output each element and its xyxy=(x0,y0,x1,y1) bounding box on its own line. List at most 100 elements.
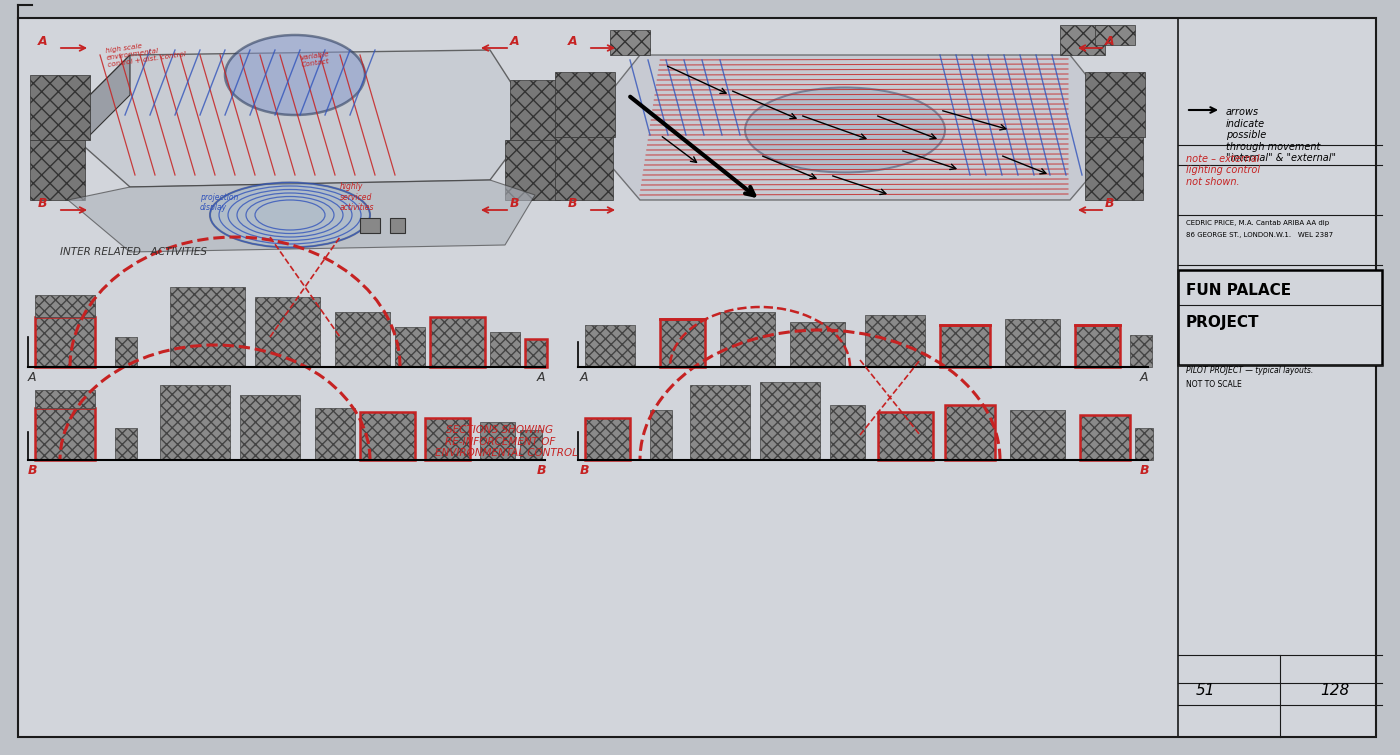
Bar xyxy=(490,332,519,367)
Bar xyxy=(1079,415,1130,460)
Text: A: A xyxy=(510,35,519,48)
Bar xyxy=(239,395,300,460)
Ellipse shape xyxy=(745,88,945,172)
Bar xyxy=(554,137,613,200)
Bar xyxy=(659,319,706,367)
Bar xyxy=(430,317,484,367)
Bar xyxy=(525,339,547,367)
Bar xyxy=(510,80,566,140)
Text: variable
Contact: variable Contact xyxy=(300,51,330,68)
Bar xyxy=(360,218,379,233)
Text: high scale
environmental
control + dist. control: high scale environmental control + dist.… xyxy=(105,37,186,68)
Polygon shape xyxy=(69,180,535,252)
Bar xyxy=(391,218,405,233)
Bar xyxy=(1005,319,1060,367)
Text: FUN PALACE: FUN PALACE xyxy=(1186,283,1291,298)
Bar xyxy=(585,418,630,460)
Text: 51: 51 xyxy=(1196,683,1215,698)
Text: B: B xyxy=(28,464,38,477)
Bar xyxy=(35,408,95,460)
Text: projection
display: projection display xyxy=(200,193,238,212)
Text: A: A xyxy=(1140,371,1148,384)
Bar xyxy=(426,418,470,460)
Bar xyxy=(29,140,85,200)
Bar xyxy=(865,315,925,367)
Bar xyxy=(255,297,321,367)
Bar xyxy=(1130,335,1152,367)
Polygon shape xyxy=(60,50,535,187)
Bar xyxy=(35,317,95,367)
Bar xyxy=(505,140,560,200)
Bar xyxy=(1095,25,1135,45)
Bar xyxy=(430,317,484,367)
Text: B: B xyxy=(1105,197,1114,210)
Bar xyxy=(945,405,995,460)
Bar xyxy=(35,408,95,460)
Text: arrows
indicate
possible
through movement
"internal" & "external": arrows indicate possible through movemen… xyxy=(1226,107,1336,163)
Polygon shape xyxy=(60,55,130,165)
Bar xyxy=(335,312,391,367)
Bar xyxy=(160,385,230,460)
Bar xyxy=(659,319,706,367)
Text: B: B xyxy=(1140,464,1149,477)
Text: A: A xyxy=(1105,35,1114,48)
Bar xyxy=(35,295,95,317)
Bar xyxy=(1085,72,1145,137)
Ellipse shape xyxy=(210,183,370,248)
Bar xyxy=(1135,428,1154,460)
Bar xyxy=(480,422,515,460)
Text: B: B xyxy=(38,197,48,210)
Text: A: A xyxy=(538,371,546,384)
Bar xyxy=(1075,325,1120,367)
Bar xyxy=(939,325,990,367)
Ellipse shape xyxy=(225,35,365,115)
Bar xyxy=(760,382,820,460)
Bar xyxy=(519,430,542,460)
Bar xyxy=(35,390,95,408)
Bar xyxy=(1075,325,1120,367)
Text: A: A xyxy=(28,371,36,384)
Bar xyxy=(1009,410,1065,460)
Bar xyxy=(35,317,95,367)
Bar xyxy=(878,412,932,460)
Text: NOT TO SCALE: NOT TO SCALE xyxy=(1186,380,1242,389)
Bar xyxy=(830,405,865,460)
Text: A: A xyxy=(38,35,48,48)
Bar xyxy=(315,408,356,460)
Text: A: A xyxy=(568,35,578,48)
Bar xyxy=(720,312,776,367)
Bar xyxy=(360,412,414,460)
Bar xyxy=(1060,25,1105,55)
Text: B: B xyxy=(568,197,577,210)
Text: highly
serviced
activities: highly serviced activities xyxy=(340,182,375,212)
Bar xyxy=(1085,137,1142,200)
Text: B: B xyxy=(538,464,546,477)
Bar xyxy=(426,418,470,460)
Bar xyxy=(525,339,547,367)
Text: B: B xyxy=(510,197,519,210)
Text: SECTIONS SHOWING
RE-INFORCEMENT OF
    ENVIRONMENTAL CONTROL: SECTIONS SHOWING RE-INFORCEMENT OF ENVIR… xyxy=(421,425,578,458)
Bar xyxy=(360,412,414,460)
Bar xyxy=(790,322,846,367)
Bar xyxy=(115,337,137,367)
Text: A: A xyxy=(580,371,588,384)
Text: PILOT PROJECT — typical layouts.: PILOT PROJECT — typical layouts. xyxy=(1186,366,1313,375)
Bar xyxy=(1079,415,1130,460)
Bar xyxy=(554,72,615,137)
Bar xyxy=(169,287,245,367)
Text: B: B xyxy=(580,464,589,477)
Text: PROJECT: PROJECT xyxy=(1186,315,1260,330)
Text: CEDRIC PRICE, M.A. Cantab ARIBA AA dip: CEDRIC PRICE, M.A. Cantab ARIBA AA dip xyxy=(1186,220,1329,226)
Bar xyxy=(610,30,650,55)
Bar xyxy=(585,418,630,460)
Polygon shape xyxy=(580,55,1130,200)
Bar xyxy=(585,325,636,367)
Bar xyxy=(690,385,750,460)
Text: note – external
lighting control
not shown.: note – external lighting control not sho… xyxy=(1186,154,1260,187)
Bar xyxy=(1177,270,1382,365)
Text: INTER RELATED   ACTIVITIES: INTER RELATED ACTIVITIES xyxy=(60,247,207,257)
Text: 128: 128 xyxy=(1320,683,1350,698)
Text: 86 GEORGE ST., LONDON.W.1.   WEL 2387: 86 GEORGE ST., LONDON.W.1. WEL 2387 xyxy=(1186,232,1333,238)
Bar xyxy=(115,428,137,460)
Bar xyxy=(878,412,932,460)
